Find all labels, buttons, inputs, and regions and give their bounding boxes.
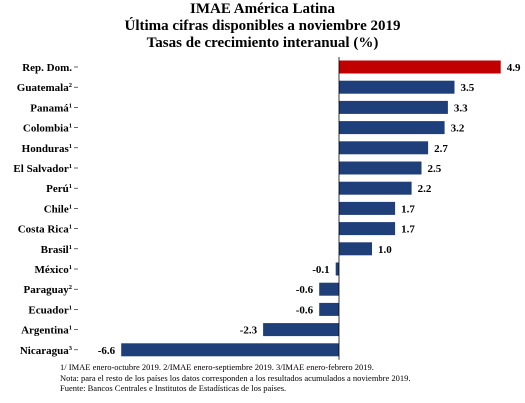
- category-label-12: Ecuador1: [28, 304, 72, 316]
- value-label-8: 1.7: [401, 224, 415, 236]
- category-label-3: Colombia1: [23, 123, 72, 135]
- bar-1: [339, 80, 455, 94]
- category-label-11: Paraguay2: [24, 284, 72, 296]
- bar-5: [339, 161, 422, 175]
- category-label-10: México1: [35, 264, 72, 276]
- bar-0: [339, 60, 501, 74]
- bar-2: [339, 100, 448, 114]
- value-label-12: -0.6: [296, 304, 314, 316]
- bar-3: [339, 121, 445, 135]
- chart-subtitle: Última cifras disponibles a noviembre 20…: [124, 18, 401, 34]
- bar-4: [339, 141, 429, 155]
- bar-11: [319, 282, 339, 296]
- bar-7: [339, 201, 396, 215]
- value-label-14: -6.6: [98, 345, 116, 357]
- value-label-13: -2.3: [240, 325, 258, 337]
- category-label-5: El Salvador1: [13, 163, 72, 175]
- value-label-1: 3.5: [461, 82, 475, 94]
- value-label-6: 2.2: [418, 183, 432, 195]
- value-label-2: 3.3: [454, 102, 468, 114]
- value-label-0: 4.9: [507, 62, 521, 74]
- bar-6: [339, 181, 412, 195]
- bar-12: [319, 302, 339, 316]
- category-label-9: Brasil1: [41, 244, 72, 256]
- value-label-10: -0.1: [312, 264, 329, 276]
- note-line-1: 1/ IMAE enero-octubre 2019. 2/IMAE enero…: [60, 362, 374, 372]
- bar-8: [339, 222, 396, 236]
- bar-9: [339, 242, 372, 256]
- category-label-8: Costa Rica1: [18, 224, 72, 236]
- category-label-0: Rep. Dom.: [22, 62, 72, 74]
- value-label-9: 1.0: [378, 244, 392, 256]
- note-line-3: Fuente: Bancos Centrales e Institutos de…: [60, 383, 287, 393]
- bar-14: [121, 343, 339, 357]
- category-label-14: Nicaragua3: [20, 345, 73, 357]
- value-label-3: 3.2: [451, 123, 465, 135]
- value-label-7: 1.7: [401, 203, 415, 215]
- value-label-11: -0.6: [296, 284, 314, 296]
- value-label-5: 2.5: [428, 163, 442, 175]
- value-label-4: 2.7: [434, 143, 448, 155]
- category-label-1: Guatemala2: [17, 82, 72, 94]
- category-label-7: Chile1: [44, 203, 72, 215]
- category-label-4: Honduras1: [22, 143, 72, 155]
- category-label-2: Panamá1: [30, 102, 72, 114]
- category-label-6: Perú1: [46, 183, 72, 195]
- chart-title: IMAE América Latina: [190, 1, 335, 17]
- category-label-13: Argentina1: [21, 325, 72, 337]
- bar-10: [335, 262, 339, 276]
- chart-notes: 1/ IMAE enero-octubre 2019. 2/IMAE enero…: [60, 362, 520, 394]
- chart-subtitle-2: Tasas de crecimiento interanual (%): [146, 35, 379, 51]
- note-line-2: Nota: para el resto de los países los da…: [60, 372, 411, 383]
- bar-13: [263, 323, 339, 337]
